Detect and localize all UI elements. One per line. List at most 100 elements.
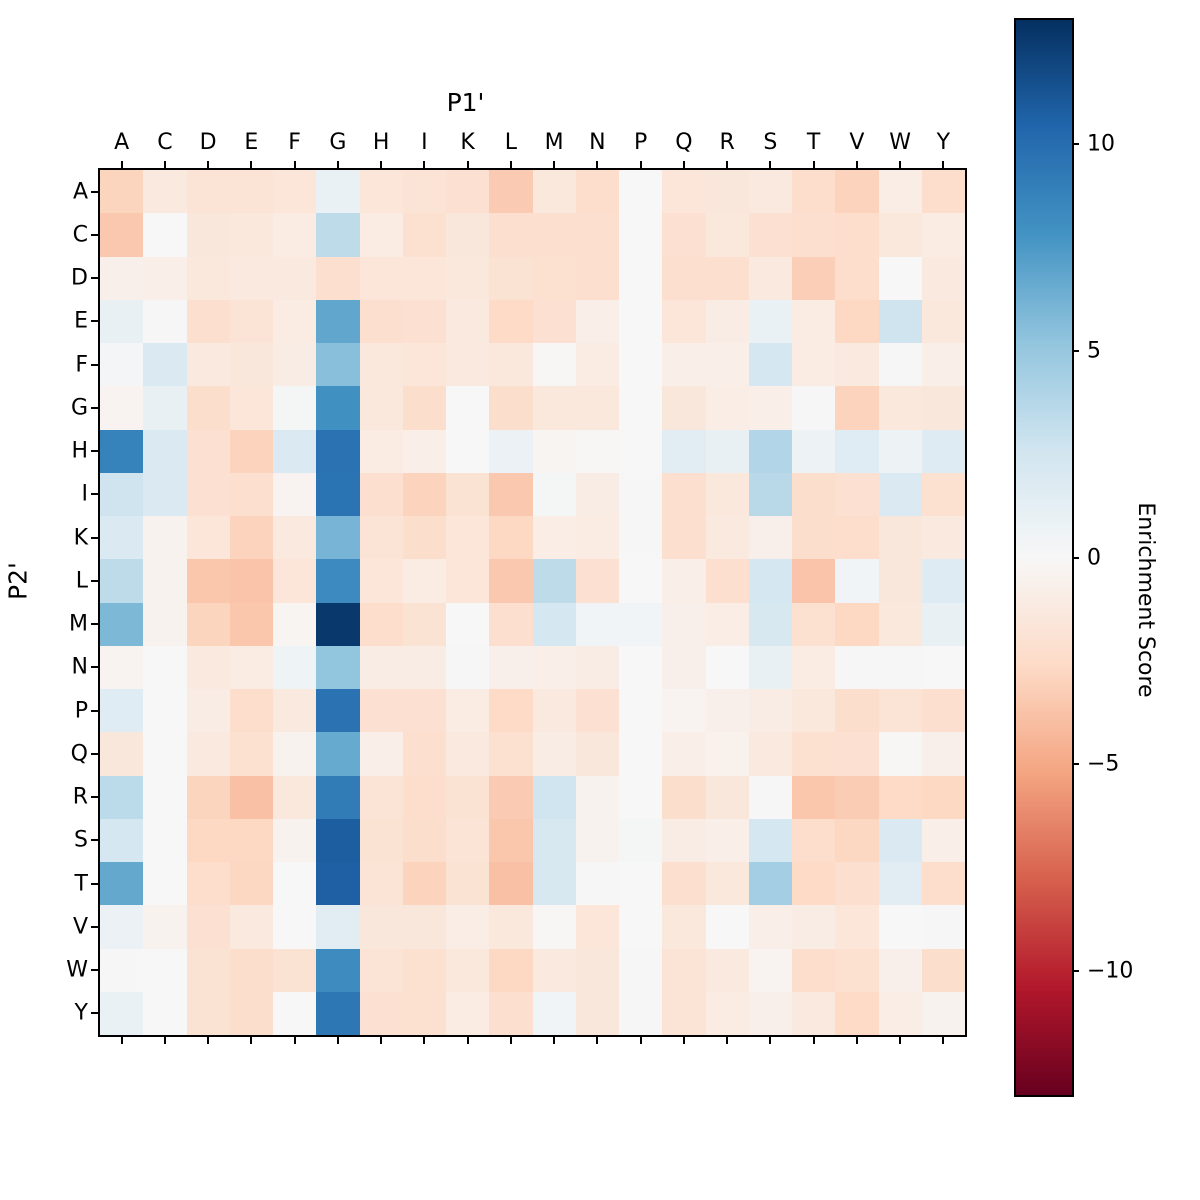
x-tick-label-T: T: [806, 130, 821, 155]
heatmap-cell-HV: [835, 429, 879, 473]
heatmap-cell-WF: [273, 948, 317, 992]
heatmap-cell-NH: [359, 645, 403, 689]
x-tick-label-S: S: [763, 130, 778, 155]
heatmap-cell-NF: [273, 645, 317, 689]
heatmap-cell-AE: [229, 170, 273, 214]
heatmap-cell-LF: [273, 559, 317, 603]
heatmap-cell-CH: [359, 213, 403, 257]
heatmap-cell-KV: [835, 516, 879, 560]
heatmap-cell-CV: [835, 213, 879, 257]
heatmap-cell-AT: [792, 170, 836, 214]
heatmap-cell-TK: [446, 862, 490, 906]
x-tick-label-D: D: [199, 130, 217, 155]
heatmap-cell-RL: [489, 775, 533, 819]
heatmap-cell-AA: [100, 170, 144, 214]
heatmap-cell-IH: [359, 472, 403, 516]
heatmap-cell-MG: [316, 602, 360, 646]
heatmap-cell-SN: [575, 818, 619, 862]
heatmap-cell-CG: [316, 213, 360, 257]
heatmap-cell-KC: [143, 516, 187, 560]
heatmap-cell-QC: [143, 732, 187, 776]
heatmap-cell-KY: [921, 516, 965, 560]
heatmap-cell-SC: [143, 818, 187, 862]
heatmap-cell-SS: [748, 818, 792, 862]
heatmap-cell-QT: [792, 732, 836, 776]
y-tick-left-T: [91, 882, 98, 885]
heatmap-cell-WI: [402, 948, 446, 992]
colorbar-tick-−10: [1072, 969, 1079, 972]
heatmap-cell-NS: [748, 645, 792, 689]
heatmap-cell-RK: [446, 775, 490, 819]
heatmap-cell-TQ: [662, 862, 706, 906]
heatmap-cell-QH: [359, 732, 403, 776]
heatmap-cell-HA: [100, 429, 144, 473]
heatmap-cell-LT: [792, 559, 836, 603]
heatmap-cell-NC: [143, 645, 187, 689]
heatmap-cell-MT: [792, 602, 836, 646]
heatmap-cell-WW: [878, 948, 922, 992]
heatmap-cell-DH: [359, 256, 403, 300]
x-tick-top-Y: [942, 161, 945, 168]
heatmap-cell-CF: [273, 213, 317, 257]
heatmap-cell-MI: [402, 602, 446, 646]
x-tick-bottom-W: [899, 1037, 902, 1044]
heatmap-cell-VK: [446, 905, 490, 949]
x-tick-label-P: P: [633, 130, 648, 155]
heatmap-cell-TS: [748, 862, 792, 906]
heatmap-cell-MR: [705, 602, 749, 646]
y-tick-left-P: [91, 709, 98, 712]
heatmap-cell-EE: [229, 299, 273, 343]
heatmap-cell-TF: [273, 862, 317, 906]
heatmap-cell-NM: [532, 645, 576, 689]
heatmap-cell-ME: [229, 602, 273, 646]
y-tick-label-W: W: [66, 957, 88, 983]
heatmap-cell-MV: [835, 602, 879, 646]
x-tick-top-N: [596, 161, 599, 168]
heatmap-cell-VQ: [662, 905, 706, 949]
heatmap-cell-PW: [878, 689, 922, 733]
heatmap-cell-EL: [489, 299, 533, 343]
x-tick-bottom-S: [769, 1037, 772, 1044]
heatmap-cell-CD: [186, 213, 230, 257]
heatmap-cell-MN: [575, 602, 619, 646]
heatmap-cell-DS: [748, 256, 792, 300]
heatmap-cell-VM: [532, 905, 576, 949]
heatmap-cell-PF: [273, 689, 317, 733]
heatmap-cell-YG: [316, 991, 360, 1035]
heatmap-cell-KM: [532, 516, 576, 560]
heatmap-cell-FL: [489, 343, 533, 387]
x-tick-bottom-I: [423, 1037, 426, 1044]
colorbar-tick-label-−5: −5: [1087, 751, 1120, 777]
y-tick-label-M: M: [69, 611, 88, 637]
heatmap-cell-IT: [792, 472, 836, 516]
x-tick-bottom-P: [639, 1037, 642, 1044]
heatmap-cell-YK: [446, 991, 490, 1035]
heatmap-cell-PQ: [662, 689, 706, 733]
heatmap-cell-SM: [532, 818, 576, 862]
heatmap-cell-WQ: [662, 948, 706, 992]
heatmap-cell-YI: [402, 991, 446, 1035]
heatmap-cell-PR: [705, 689, 749, 733]
heatmap-cell-FY: [921, 343, 965, 387]
x-tick-top-I: [423, 161, 426, 168]
heatmap-cell-FC: [143, 343, 187, 387]
heatmap-cell-DI: [402, 256, 446, 300]
heatmap-cell-KI: [402, 516, 446, 560]
heatmap-cell-GA: [100, 386, 144, 430]
heatmap-cell-SE: [229, 818, 273, 862]
heatmap-cell-VL: [489, 905, 533, 949]
x-tick-label-Y: Y: [936, 130, 951, 155]
heatmap-cell-ND: [186, 645, 230, 689]
x-tick-top-V: [855, 161, 858, 168]
x-tick-bottom-A: [120, 1037, 123, 1044]
heatmap-cell-FS: [748, 343, 792, 387]
y-tick-label-I: I: [81, 481, 89, 507]
heatmap-cell-AM: [532, 170, 576, 214]
colorbar-label: Enrichment Score: [1133, 502, 1158, 698]
heatmap-cell-EN: [575, 299, 619, 343]
y-tick-label-F: F: [75, 352, 88, 378]
colorbar: [1014, 18, 1074, 1097]
heatmap-cell-PL: [489, 689, 533, 733]
heatmap-cell-EF: [273, 299, 317, 343]
